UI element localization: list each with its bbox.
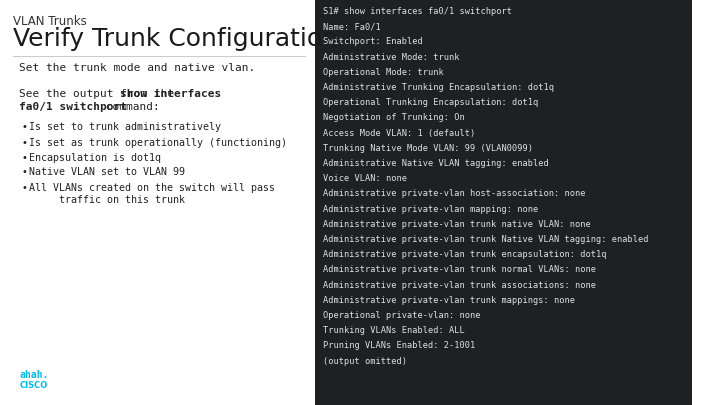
Text: Negotiation of Trunking: On: Negotiation of Trunking: On (323, 113, 464, 122)
Text: •: • (21, 122, 27, 132)
Text: CISCO: CISCO (19, 381, 48, 390)
Text: Administrative private-vlan trunk normal VLANs: none: Administrative private-vlan trunk normal… (323, 265, 595, 275)
Text: •: • (21, 183, 27, 193)
Text: show interfaces: show interfaces (120, 89, 222, 99)
FancyBboxPatch shape (0, 0, 315, 405)
Text: Set the trunk mode and native vlan.: Set the trunk mode and native vlan. (19, 63, 256, 73)
Text: Administrative private-vlan trunk mappings: none: Administrative private-vlan trunk mappin… (323, 296, 575, 305)
Text: Operational Trunking Encapsulation: dot1q: Operational Trunking Encapsulation: dot1… (323, 98, 538, 107)
Text: ahah.: ahah. (19, 370, 49, 380)
Text: Administrative private-vlan trunk Native VLAN tagging: enabled: Administrative private-vlan trunk Native… (323, 235, 648, 244)
Text: •: • (21, 138, 27, 148)
Text: All VLANs created on the switch will pass
     traffic on this trunk: All VLANs created on the switch will pas… (29, 183, 275, 205)
FancyBboxPatch shape (315, 0, 693, 405)
Text: Trunking Native Mode VLAN: 99 (VLAN0099): Trunking Native Mode VLAN: 99 (VLAN0099) (323, 144, 533, 153)
Text: •: • (21, 167, 27, 177)
Text: Pruning VLANs Enabled: 2-1001: Pruning VLANs Enabled: 2-1001 (323, 341, 475, 350)
Text: See the output from the: See the output from the (19, 89, 181, 99)
Text: Native VLAN set to VLAN 99: Native VLAN set to VLAN 99 (29, 167, 185, 177)
Text: Operational Mode: trunk: Operational Mode: trunk (323, 68, 444, 77)
Text: Access Mode VLAN: 1 (default): Access Mode VLAN: 1 (default) (323, 129, 475, 138)
Text: Administrative Native VLAN tagging: enabled: Administrative Native VLAN tagging: enab… (323, 159, 549, 168)
Text: Is set as trunk operationally (functioning): Is set as trunk operationally (functioni… (29, 138, 287, 148)
Text: Switchport: Enabled: Switchport: Enabled (323, 37, 423, 47)
Text: Encapsulation is dot1q: Encapsulation is dot1q (29, 153, 161, 163)
Text: •: • (21, 153, 27, 163)
Text: Administrative Mode: trunk: Administrative Mode: trunk (323, 53, 459, 62)
Text: Voice VLAN: none: Voice VLAN: none (323, 174, 407, 183)
Text: Operational private-vlan: none: Operational private-vlan: none (323, 311, 480, 320)
Text: Administrative private-vlan host-association: none: Administrative private-vlan host-associa… (323, 190, 585, 198)
Text: Name: Fa0/1: Name: Fa0/1 (323, 22, 380, 31)
Text: Verify Trunk Configuration: Verify Trunk Configuration (14, 27, 338, 51)
Text: (output omitted): (output omitted) (323, 356, 407, 366)
Text: Administrative private-vlan trunk native VLAN: none: Administrative private-vlan trunk native… (323, 220, 590, 229)
Text: command:: command: (99, 102, 160, 112)
Text: Is set to trunk administratively: Is set to trunk administratively (29, 122, 221, 132)
Text: VLAN Trunks: VLAN Trunks (14, 15, 87, 28)
Text: Trunking VLANs Enabled: ALL: Trunking VLANs Enabled: ALL (323, 326, 464, 335)
Text: Administrative private-vlan trunk encapsulation: dot1q: Administrative private-vlan trunk encaps… (323, 250, 606, 259)
Text: Administrative private-vlan trunk associations: none: Administrative private-vlan trunk associ… (323, 281, 595, 290)
Text: fa0/1 switchport: fa0/1 switchport (19, 102, 127, 112)
Text: Administrative Trunking Encapsulation: dot1q: Administrative Trunking Encapsulation: d… (323, 83, 554, 92)
Text: S1# show interfaces fa0/1 switchport: S1# show interfaces fa0/1 switchport (323, 7, 512, 16)
Text: Administrative private-vlan mapping: none: Administrative private-vlan mapping: non… (323, 205, 538, 213)
